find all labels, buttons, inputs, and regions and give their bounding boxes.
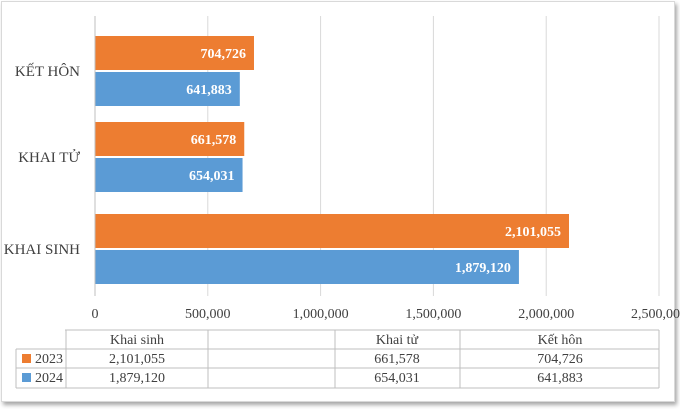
table-column-header: Kết hôn: [538, 333, 583, 348]
bar-2023: [95, 122, 245, 156]
bar-value-label: 641,883: [186, 83, 232, 98]
legend-swatch-2024: [22, 373, 31, 382]
bar-2024: [95, 72, 240, 106]
table-cell: 661,578: [374, 352, 420, 367]
x-tick-label: 0: [92, 307, 99, 322]
bar-value-label: 654,031: [189, 169, 235, 184]
table-cell: 1,879,120: [109, 371, 165, 386]
bar-2023: [95, 36, 254, 70]
x-tick-label: 500,000: [185, 307, 231, 322]
table-cell: 704,726: [537, 352, 583, 367]
x-tick-label: 2,500,000: [631, 307, 680, 322]
table-row-header: 2023: [35, 352, 63, 367]
bar-value-label: 704,726: [200, 47, 246, 62]
table-column-header: Khai sinh: [110, 333, 164, 348]
category-label: KHAI SINH: [4, 242, 80, 258]
bar-value-label: 661,578: [191, 133, 237, 148]
x-tick-label: 2,000,000: [518, 307, 574, 322]
table-column-header: Khai tử: [376, 333, 419, 348]
table-row-header: 2024: [35, 371, 63, 386]
table-cell: 2,101,055: [109, 352, 165, 367]
x-tick-label: 1,000,000: [293, 307, 349, 322]
legend-swatch-2023: [22, 354, 31, 363]
category-label: KHAI TỬ: [18, 149, 80, 166]
bar-2023: [95, 214, 569, 248]
x-tick-label: 1,500,000: [405, 307, 461, 322]
bar-value-label: 1,879,120: [455, 261, 511, 276]
category-label: KẾT HÔN: [15, 63, 80, 80]
bar-value-label: 2,101,055: [505, 225, 561, 240]
table-cell: 654,031: [374, 371, 420, 386]
table-cell: 641,883: [537, 371, 583, 386]
bar-2024: [95, 158, 243, 192]
bar-2024: [95, 250, 519, 284]
